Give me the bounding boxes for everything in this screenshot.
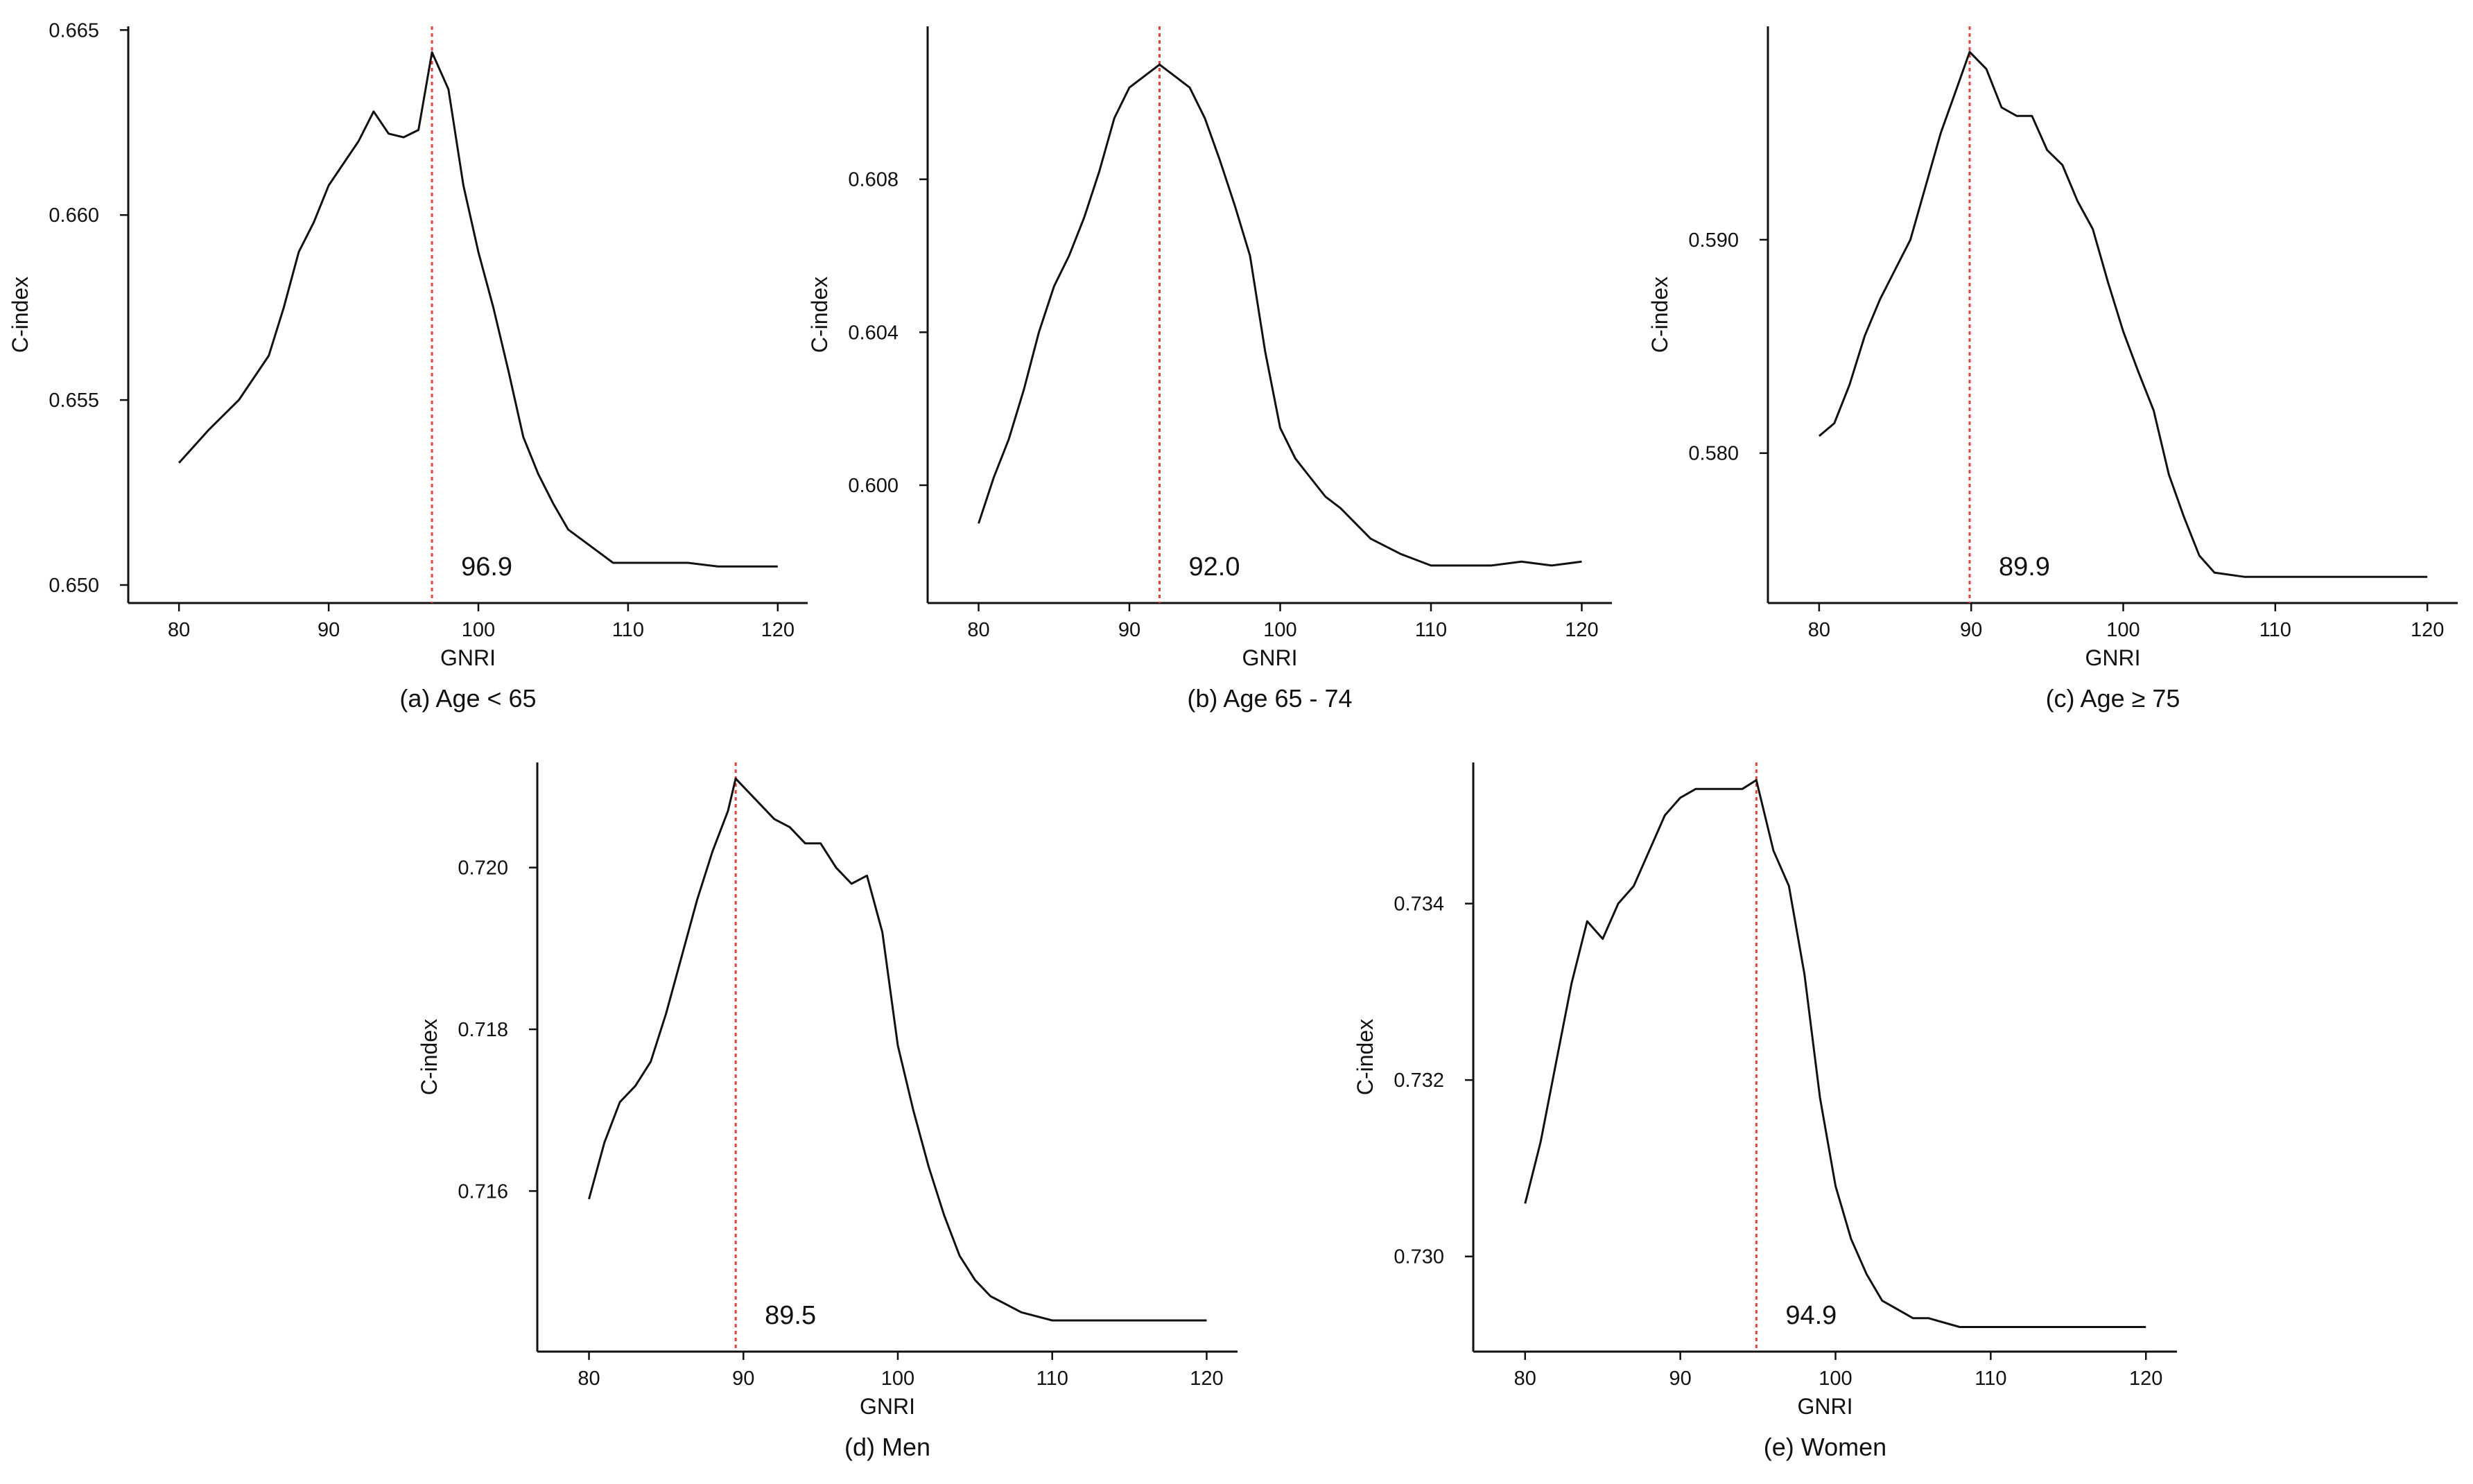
panel-caption: (b) Age 65 - 74: [1187, 684, 1352, 713]
x-tick-label: 80: [967, 619, 989, 641]
x-tick-label: 90: [318, 619, 340, 641]
x-tick-label: 80: [168, 619, 190, 641]
x-tick-label: 120: [1190, 1368, 1223, 1390]
cutoff-annotation: 96.9: [461, 552, 512, 582]
x-tick-label: 110: [1036, 1368, 1068, 1390]
panel-a: 80 90 100 110 120 0.650 0.655 0.660 0.665 GNRI C-i…: [8, 19, 808, 713]
panel-caption: (a) Age < 65: [399, 684, 536, 713]
x-axis-title: GNRI: [1798, 1394, 1853, 1419]
panel-caption: (c) Age ≥ 75: [2046, 684, 2180, 713]
x-tick-label: 80: [1808, 619, 1830, 641]
x-tick-label: 80: [1514, 1368, 1536, 1390]
x-tick-label: 100: [1819, 1368, 1852, 1390]
panel-b: 80 90 100 110 120 0.600 0.604 0.608 GNRI C-index 9…: [807, 26, 1612, 713]
x-tick-label: 120: [2129, 1368, 2162, 1390]
c-index-curve: [178, 51, 778, 568]
y-tick-label: 0.590: [1688, 229, 1739, 252]
x-tick-label: 110: [612, 619, 644, 641]
panel-e: 80 90 100 110 120 0.730 0.732 0.734 GNRI C-index 9…: [1353, 762, 2177, 1461]
x-tick-label: 80: [578, 1368, 600, 1390]
x-tick-label: 100: [462, 619, 495, 641]
x-tick-label: 100: [1263, 619, 1296, 641]
cutoff-annotation: 89.9: [1999, 552, 2050, 582]
c-index-curve: [1524, 779, 2146, 1328]
cutoff-annotation: 89.5: [765, 1301, 816, 1330]
y-axis-title: C-index: [807, 277, 832, 353]
y-tick-label: 0.608: [848, 169, 899, 191]
x-tick-label: 110: [2259, 619, 2291, 641]
x-tick-label: 90: [732, 1368, 754, 1390]
y-tick-label: 0.655: [49, 390, 99, 412]
panel-caption: (e) Women: [1764, 1433, 1886, 1461]
y-tick-label: 0.734: [1394, 893, 1444, 916]
y-tick-label: 0.604: [848, 322, 899, 344]
panel-d: 80 90 100 110 120 0.716 0.718 0.720 GNRI C-index 8…: [417, 762, 1238, 1461]
x-axis-title: GNRI: [860, 1394, 915, 1419]
y-axis-title: C-index: [417, 1019, 442, 1095]
y-tick-label: 0.665: [49, 19, 99, 42]
y-tick-label: 0.716: [458, 1180, 508, 1203]
cutoff-annotation: 92.0: [1189, 552, 1240, 582]
x-tick-label: 120: [1565, 619, 1598, 641]
x-axis-title: GNRI: [1242, 645, 1298, 670]
panel-caption: (d) Men: [844, 1433, 930, 1461]
x-axis-title: GNRI: [2085, 645, 2141, 670]
x-tick-label: 90: [1118, 619, 1140, 641]
x-tick-label: 90: [1669, 1368, 1692, 1390]
y-tick-label: 0.732: [1394, 1070, 1444, 1092]
x-tick-label: 120: [2411, 619, 2444, 641]
y-axis-title: C-index: [1647, 277, 1672, 353]
y-tick-label: 0.580: [1688, 443, 1739, 465]
x-tick-label: 90: [1960, 619, 1982, 641]
y-tick-label: 0.650: [49, 575, 99, 597]
panel-c: 80 90 100 110 120 0.580 0.590 GNRI C-index 89.9 (c…: [1647, 26, 2458, 713]
x-tick-label: 120: [761, 619, 795, 641]
y-tick-label: 0.718: [458, 1019, 508, 1041]
c-index-curve: [1818, 51, 2428, 578]
y-axis-title: C-index: [1353, 1019, 1378, 1095]
y-tick-label: 0.720: [458, 857, 508, 880]
y-tick-label: 0.600: [848, 475, 899, 497]
x-tick-label: 110: [1975, 1368, 2006, 1390]
y-tick-label: 0.660: [49, 204, 99, 227]
c-index-curve: [978, 63, 1582, 567]
x-tick-label: 110: [1415, 619, 1447, 641]
x-tick-label: 100: [881, 1368, 914, 1390]
c-index-curve: [588, 777, 1207, 1322]
y-axis-title: C-index: [8, 277, 33, 353]
cutoff-annotation: 94.9: [1785, 1301, 1837, 1330]
x-tick-label: 100: [2106, 619, 2140, 641]
y-tick-label: 0.730: [1394, 1246, 1444, 1268]
x-axis-title: GNRI: [440, 645, 496, 670]
